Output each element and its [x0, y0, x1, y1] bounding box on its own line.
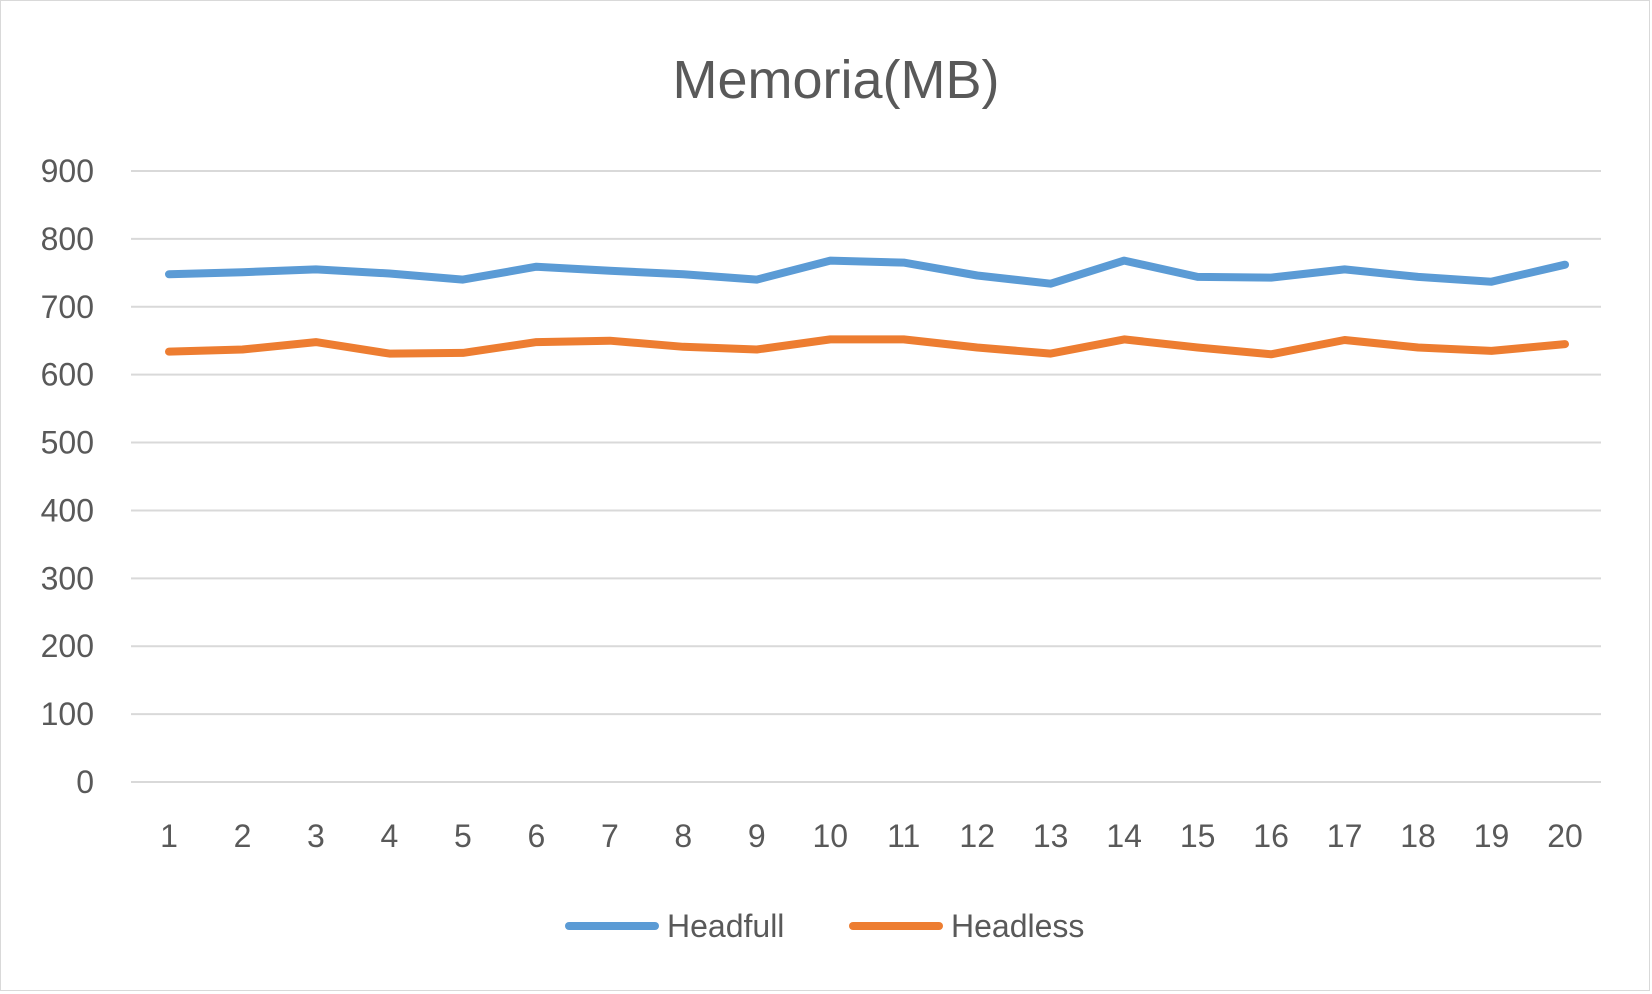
- x-tick-label: 4: [381, 818, 399, 854]
- x-tick-label: 18: [1400, 818, 1436, 854]
- y-tick-label: 900: [41, 153, 94, 189]
- x-tick-label: 2: [234, 818, 252, 854]
- series-line-headfull: [169, 261, 1565, 284]
- x-tick-label: 14: [1106, 818, 1142, 854]
- x-tick-label: 5: [454, 818, 472, 854]
- x-tick-label: 6: [527, 818, 545, 854]
- x-tick-label: 8: [674, 818, 692, 854]
- y-tick-label: 300: [41, 560, 94, 596]
- legend-label-headfull: Headfull: [667, 908, 784, 944]
- x-tick-label: 11: [887, 818, 920, 854]
- x-tick-label: 9: [748, 818, 766, 854]
- y-tick-label: 800: [41, 221, 94, 257]
- y-tick-label: 0: [76, 764, 94, 800]
- y-tick-label: 400: [41, 492, 94, 528]
- x-tick-label: 12: [959, 818, 995, 854]
- y-tick-label: 100: [41, 696, 94, 732]
- x-tick-label: 10: [812, 818, 848, 854]
- x-tick-label: 15: [1180, 818, 1216, 854]
- y-tick-label: 600: [41, 357, 94, 393]
- x-tick-label: 7: [601, 818, 619, 854]
- y-tick-label: 200: [41, 628, 94, 664]
- y-tick-label: 700: [41, 289, 94, 325]
- x-tick-label: 19: [1474, 818, 1510, 854]
- x-tick-label: 13: [1033, 818, 1069, 854]
- y-tick-label: 500: [41, 425, 94, 461]
- x-tick-label: 1: [160, 818, 178, 854]
- x-tick-label: 16: [1253, 818, 1289, 854]
- x-tick-label: 17: [1327, 818, 1363, 854]
- series-line-headless: [169, 339, 1565, 354]
- y-axis-ticks: 0 100 200 300 400 500 600 700 800 900: [41, 153, 94, 800]
- x-tick-label: 20: [1547, 818, 1583, 854]
- chart-title: Memoria(MB): [672, 50, 999, 110]
- legend-label-headless: Headless: [951, 908, 1084, 944]
- x-tick-label: 3: [307, 818, 325, 854]
- legend: Headfull Headless: [569, 908, 1084, 944]
